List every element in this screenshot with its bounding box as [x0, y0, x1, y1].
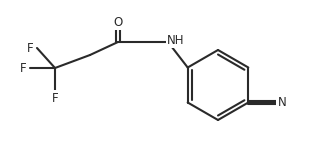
- Text: F: F: [27, 42, 33, 54]
- Text: O: O: [113, 15, 123, 28]
- Text: F: F: [52, 92, 58, 105]
- Text: N: N: [278, 96, 287, 109]
- Text: NH: NH: [167, 33, 185, 46]
- Text: F: F: [20, 61, 26, 75]
